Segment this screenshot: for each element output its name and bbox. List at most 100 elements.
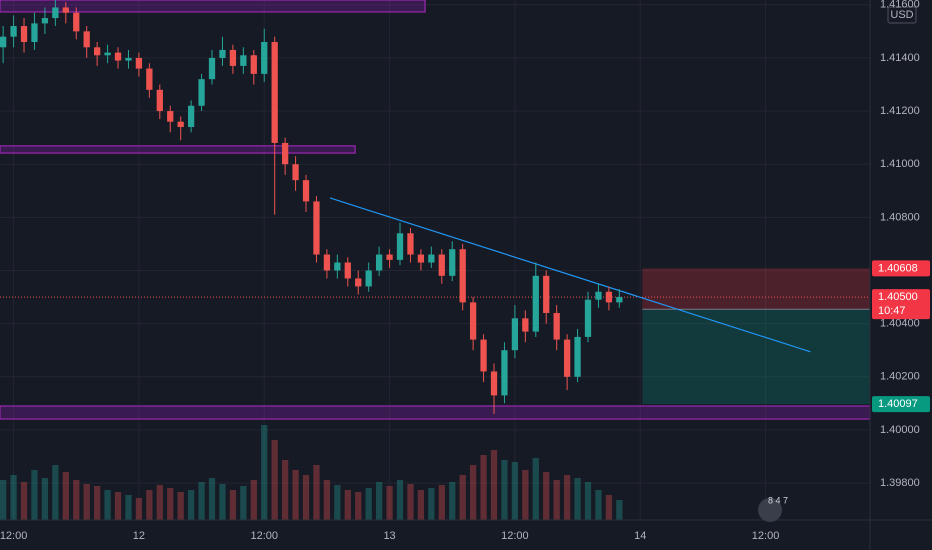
volume-bar xyxy=(501,460,508,520)
volume-bar xyxy=(595,490,602,520)
candle-body xyxy=(396,233,404,260)
zone xyxy=(0,405,871,420)
candle-body xyxy=(177,121,184,128)
trendline xyxy=(329,197,811,353)
zone xyxy=(0,0,426,13)
candle-body xyxy=(125,57,132,61)
candle-body xyxy=(198,79,205,106)
candle-body xyxy=(490,371,498,396)
candle-body xyxy=(31,23,38,42)
volume-bar xyxy=(114,492,122,520)
volume-bar xyxy=(229,490,237,520)
volume-bar xyxy=(93,486,101,520)
candle-body xyxy=(375,254,383,271)
volume-bar xyxy=(574,478,581,520)
candle-body xyxy=(146,68,153,90)
volume-bar xyxy=(386,486,393,520)
currency: USD xyxy=(890,9,913,21)
y-tick-label: 1.40200 xyxy=(880,371,920,383)
volume-bar xyxy=(365,488,372,520)
volume-bar xyxy=(219,484,226,520)
volume-bar xyxy=(10,475,17,520)
x-tick-label: 14 xyxy=(634,530,646,542)
price-tag xyxy=(872,396,930,413)
y-tick-label: 1.41600 xyxy=(880,0,920,11)
price-tag xyxy=(872,289,930,320)
volume-bar xyxy=(31,470,38,520)
volume-bar xyxy=(41,478,49,520)
x-tick-label: 12:00 xyxy=(250,530,278,542)
candle-body xyxy=(511,318,519,351)
countdown: 10:47 xyxy=(878,305,906,317)
y-tick-label: 1.39800 xyxy=(880,477,920,489)
candle-body xyxy=(41,18,49,24)
volume-bar xyxy=(522,470,529,520)
candle-body xyxy=(616,297,623,303)
volume-bar xyxy=(323,480,331,520)
volume-bar xyxy=(177,492,184,520)
y-tick-label: 1.41400 xyxy=(880,52,920,64)
volume-bar xyxy=(0,480,7,520)
candle-body xyxy=(595,291,602,300)
x-tick-label: 12:00 xyxy=(0,530,27,542)
target-zone xyxy=(642,309,870,405)
x-tick-label: 12 xyxy=(133,530,145,542)
x-tick-label: 12:00 xyxy=(501,530,529,542)
volume-bar xyxy=(355,492,362,520)
volume-bar xyxy=(616,500,623,520)
volume-bar xyxy=(480,455,487,520)
volume-bar xyxy=(187,490,195,520)
badge-icon[interactable] xyxy=(758,498,782,522)
candle-body xyxy=(459,249,466,303)
candle-body xyxy=(334,262,341,271)
candle-body xyxy=(250,55,257,74)
x-tick-label: 13 xyxy=(383,530,395,542)
candle-body xyxy=(10,26,17,37)
candle-body xyxy=(302,180,310,202)
price-tag xyxy=(872,260,930,277)
candle-body xyxy=(449,249,456,276)
volume-bar xyxy=(135,498,143,520)
volume-bar xyxy=(52,465,59,520)
stop-zone xyxy=(642,268,870,310)
volume-bar xyxy=(83,484,90,520)
candle-body xyxy=(313,201,320,255)
candle-body xyxy=(156,89,163,112)
volume-bar xyxy=(428,488,435,520)
volume-bar xyxy=(292,470,299,520)
volume-bar xyxy=(261,425,268,520)
volume-bar xyxy=(240,486,247,520)
candle-body xyxy=(428,254,435,263)
volume-bar xyxy=(198,482,205,520)
candle-body xyxy=(261,41,268,74)
volume-bar xyxy=(146,490,153,520)
volume-bar xyxy=(543,472,550,520)
volume-bar xyxy=(271,440,278,520)
volume-bar xyxy=(449,482,456,520)
volume-bar xyxy=(490,450,498,520)
volume-bar xyxy=(584,482,592,520)
volume-bar xyxy=(104,490,111,520)
volume-bar xyxy=(73,480,80,520)
candles xyxy=(0,0,623,414)
candle-body xyxy=(114,52,122,61)
volume-bar xyxy=(125,495,132,520)
currency-box[interactable] xyxy=(887,6,917,24)
candle-body xyxy=(52,7,59,19)
candle-body xyxy=(563,339,571,377)
candle-body xyxy=(219,49,226,58)
candle-body xyxy=(501,350,508,396)
volume-bar xyxy=(250,480,257,520)
volume-bar xyxy=(334,485,341,520)
volume-bar xyxy=(417,490,425,520)
volume-bar xyxy=(563,475,571,520)
volume-bar xyxy=(459,475,466,520)
candle-body xyxy=(208,57,216,80)
volume-bar xyxy=(532,458,539,520)
candle-body xyxy=(323,254,331,271)
volume-bar xyxy=(62,472,69,520)
y-tick-label: 1.40000 xyxy=(880,424,920,436)
volume-bar xyxy=(302,475,310,520)
